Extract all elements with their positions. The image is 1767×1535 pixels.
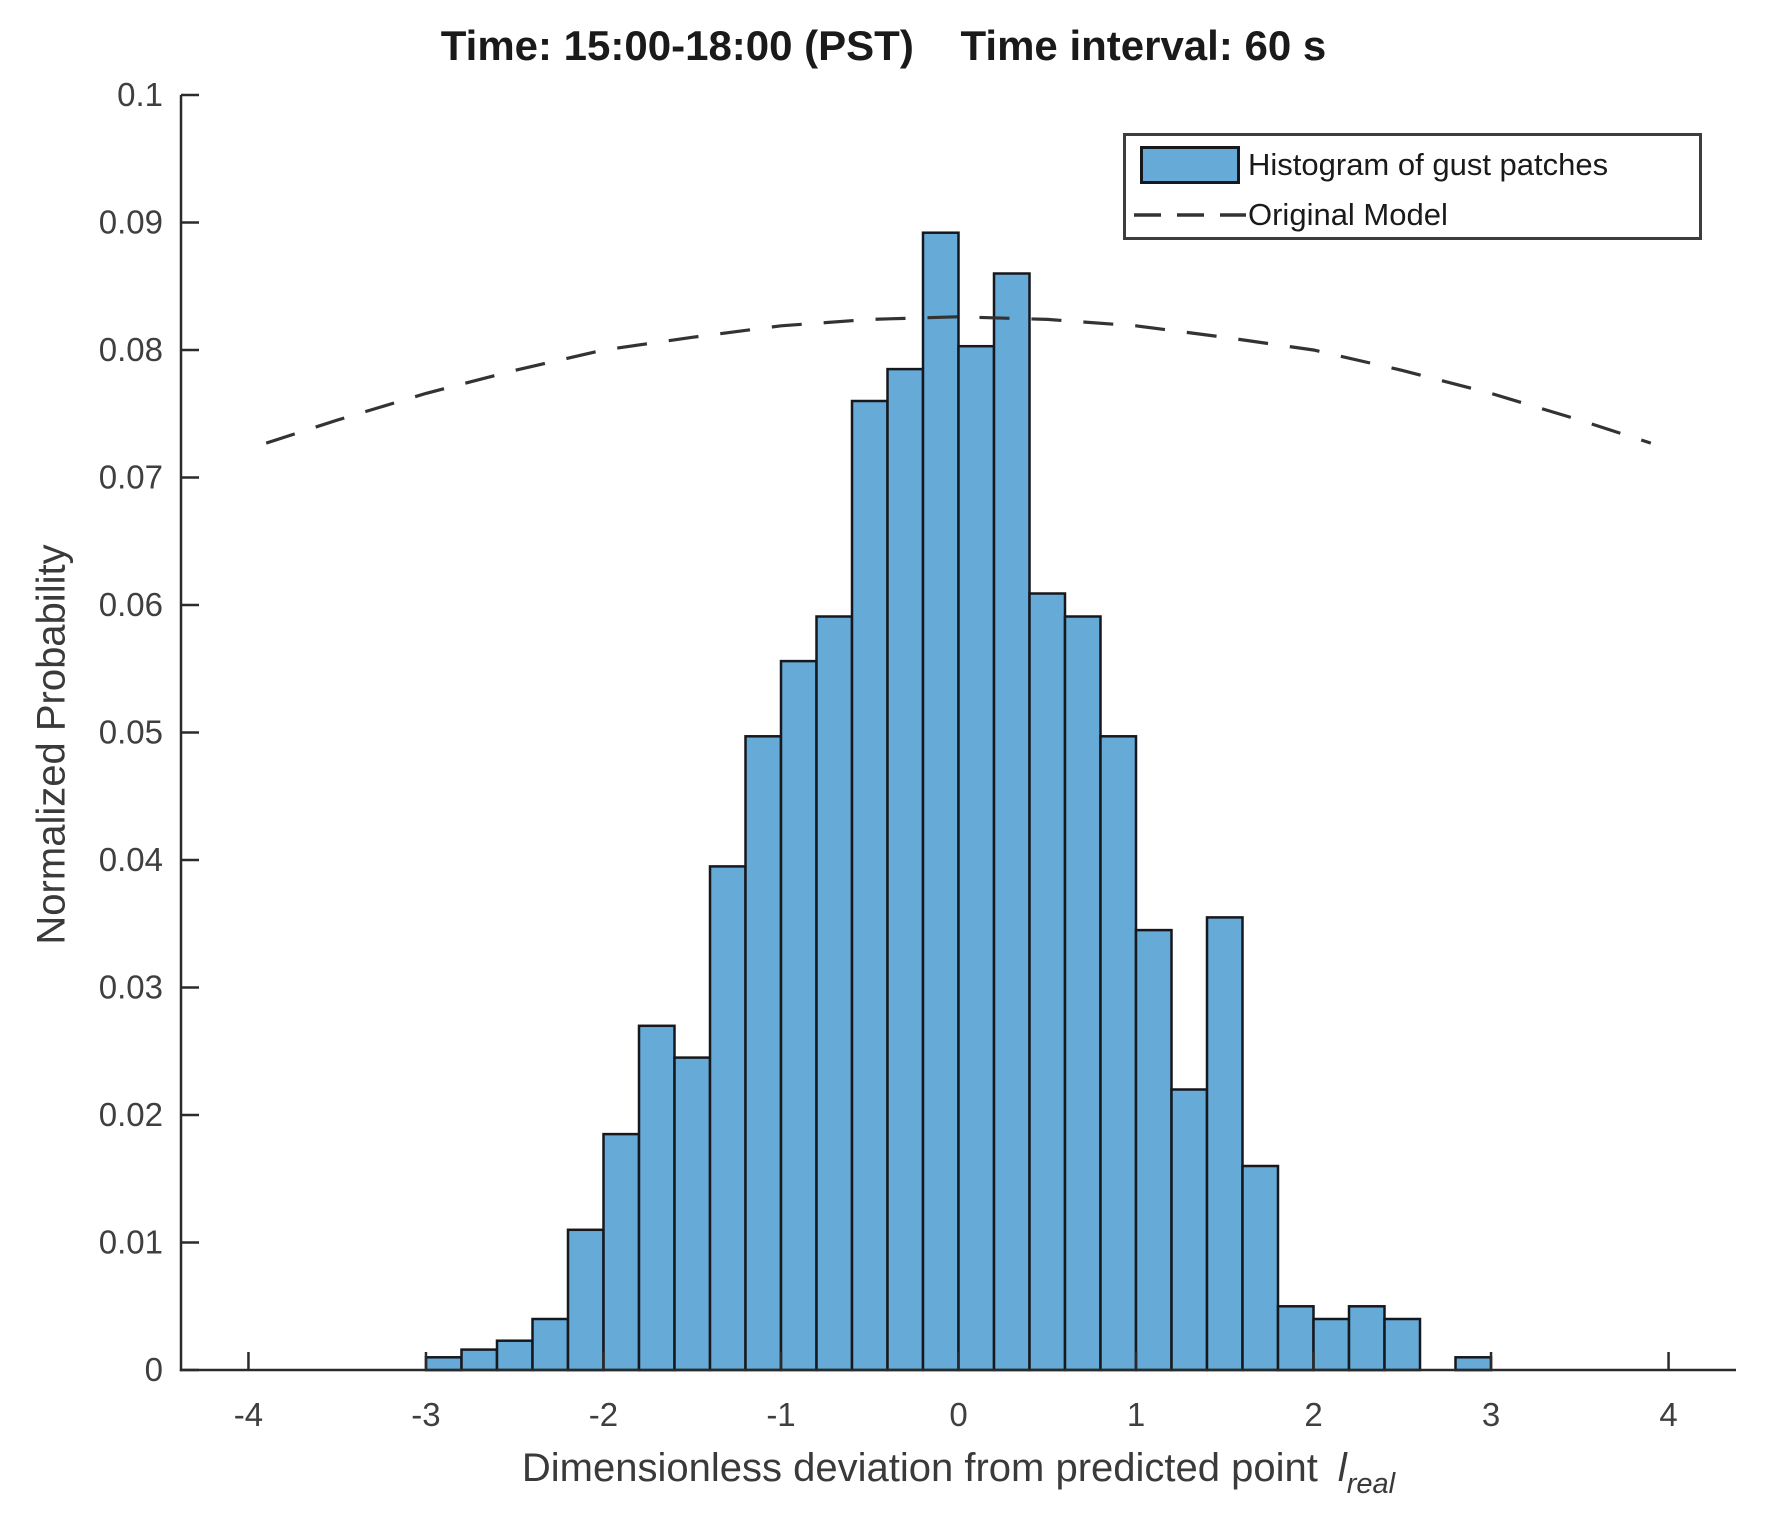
histogram-bar [744, 735, 783, 1372]
histogram-bar [1063, 615, 1102, 1372]
x-axis-label: Dimensionless deviation from predicted p… [181, 1446, 1736, 1501]
histogram-bar [673, 1056, 712, 1372]
x-tick-label: 4 [1659, 1396, 1677, 1433]
histogram-bar [957, 344, 996, 1372]
x-axis-label-variable: l [1337, 1446, 1347, 1490]
x-tick-label: 3 [1482, 1396, 1500, 1433]
histogram-bar [602, 1132, 641, 1372]
y-tick-label: 0.04 [99, 841, 163, 878]
histogram-bar [424, 1356, 463, 1372]
legend-item-model: Original Model [1126, 192, 1699, 238]
histogram-bar [1454, 1356, 1493, 1372]
y-tick-label: 0.03 [99, 969, 163, 1006]
histogram-bar [1099, 735, 1138, 1372]
y-tick-label: 0.06 [99, 586, 163, 623]
x-tick-label: 0 [949, 1396, 967, 1433]
y-tick-label: 0.08 [99, 331, 163, 368]
legend: Histogram of gust patches Original Model [1123, 133, 1702, 240]
histogram-bar [921, 231, 960, 1372]
legend-label-histogram: Histogram of gust patches [1248, 147, 1609, 182]
histogram-bar [1028, 592, 1067, 1372]
histogram-bar [495, 1339, 534, 1372]
histogram-bar [637, 1024, 676, 1372]
x-tick-label: 1 [1127, 1396, 1145, 1433]
legend-label-model: Original Model [1248, 197, 1448, 232]
x-axis-label-subscript: real [1346, 1468, 1396, 1500]
legend-item-histogram: Histogram of gust patches [1126, 142, 1699, 188]
histogram-bar [1134, 928, 1173, 1372]
histogram-bar [779, 659, 818, 1372]
x-tick-label: -4 [234, 1396, 263, 1433]
histogram-bar [1383, 1317, 1422, 1372]
y-tick-label: 0.01 [99, 1224, 163, 1261]
histogram-bar [1205, 916, 1244, 1372]
x-tick-label: 2 [1304, 1396, 1322, 1433]
histogram-bar [1241, 1164, 1280, 1372]
histogram-bar [1170, 1088, 1209, 1372]
histogram-bar [850, 399, 889, 1372]
histogram-bar [531, 1317, 570, 1372]
y-tick-label: 0 [145, 1351, 163, 1388]
histogram-bar [815, 615, 854, 1372]
histogram-bar [992, 272, 1031, 1372]
x-axis-label-text: Dimensionless deviation from predicted p… [521, 1446, 1318, 1490]
y-tick-label: 0.07 [99, 459, 163, 496]
histogram-bar [1276, 1305, 1315, 1372]
model-line-sample [1134, 213, 1246, 217]
y-tick-label: 0.02 [99, 1096, 163, 1133]
y-axis-label: Normalized Probability [29, 544, 74, 945]
model-curve [265, 315, 1652, 445]
x-tick-label: -2 [589, 1396, 618, 1433]
y-tick-label: 0.1 [117, 76, 163, 113]
histogram-bar [886, 367, 925, 1372]
histogram-bar [460, 1348, 499, 1372]
histogram-bar [1347, 1305, 1386, 1372]
histogram-bar [566, 1228, 605, 1372]
y-tick-label: 0.05 [99, 714, 163, 751]
x-tick-label: -1 [766, 1396, 795, 1433]
histogram-bar [1312, 1317, 1351, 1372]
x-tick-label: -3 [411, 1396, 440, 1433]
histogram-bar [708, 865, 747, 1372]
chart-title: Time: 15:00-18:00 (PST) Time interval: 6… [440, 22, 1327, 69]
histogram-swatch [1140, 146, 1240, 184]
y-tick-label: 0.09 [99, 204, 163, 241]
